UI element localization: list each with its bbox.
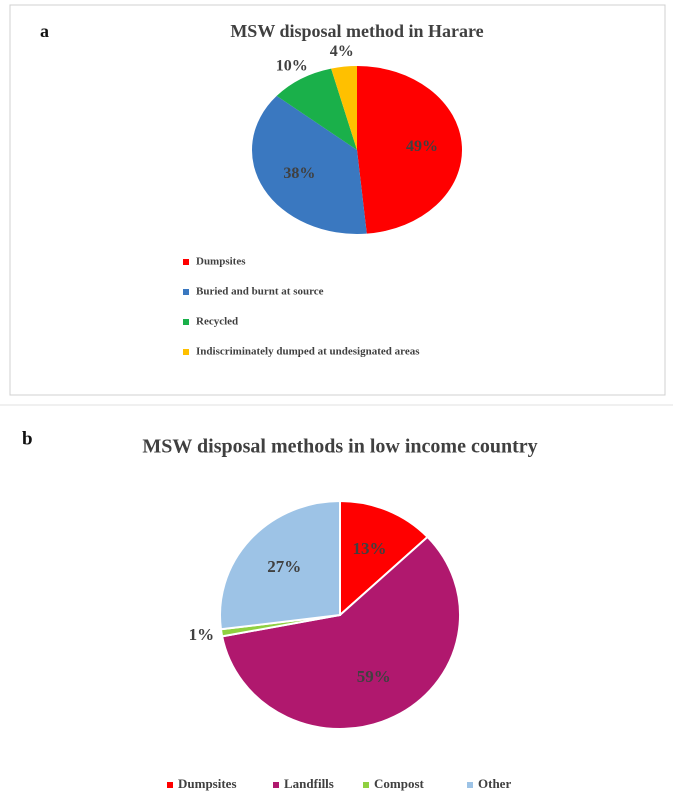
legend-marker <box>273 782 279 788</box>
legend-marker <box>183 319 189 325</box>
panel-frame <box>9 4 666 396</box>
data-label: 38% <box>283 165 315 182</box>
legend-marker <box>183 259 189 265</box>
pie-slice <box>331 66 357 150</box>
pie-slice <box>220 535 461 730</box>
legend-marker <box>363 782 369 788</box>
data-label: 1% <box>189 625 215 644</box>
pie-slice <box>357 66 462 234</box>
pie-slice <box>219 499 341 631</box>
legend-label: Buried and burnt at source <box>196 286 324 298</box>
data-label: 10% <box>276 57 308 74</box>
data-label: 27% <box>267 557 301 576</box>
data-label: 59% <box>357 667 391 686</box>
panel-label: a <box>40 21 49 41</box>
data-label: 13% <box>353 539 387 558</box>
pie-slice <box>252 95 367 235</box>
legend-marker <box>183 349 189 355</box>
legend-marker <box>167 782 173 788</box>
legend-label: Dumpsites <box>196 256 246 268</box>
legend-label: Recycled <box>196 316 238 328</box>
data-label: 4% <box>330 43 354 60</box>
legend-label: Compost <box>374 776 425 791</box>
legend-label: Other <box>478 776 511 791</box>
pie-slice <box>276 68 357 150</box>
chart-title: MSW disposal method in Harare <box>230 21 483 41</box>
pie-slice <box>339 499 429 618</box>
data-label: 49% <box>406 138 438 155</box>
panel-label: b <box>22 428 33 449</box>
legend-marker <box>467 782 473 788</box>
legend-label: Indiscriminately dumped at undesignated … <box>196 346 420 358</box>
legend-label: Dumpsites <box>178 776 237 791</box>
legend-marker <box>183 289 189 295</box>
chart-title: MSW disposal methods in low income count… <box>142 436 537 458</box>
legend-label: Landfills <box>284 776 334 791</box>
